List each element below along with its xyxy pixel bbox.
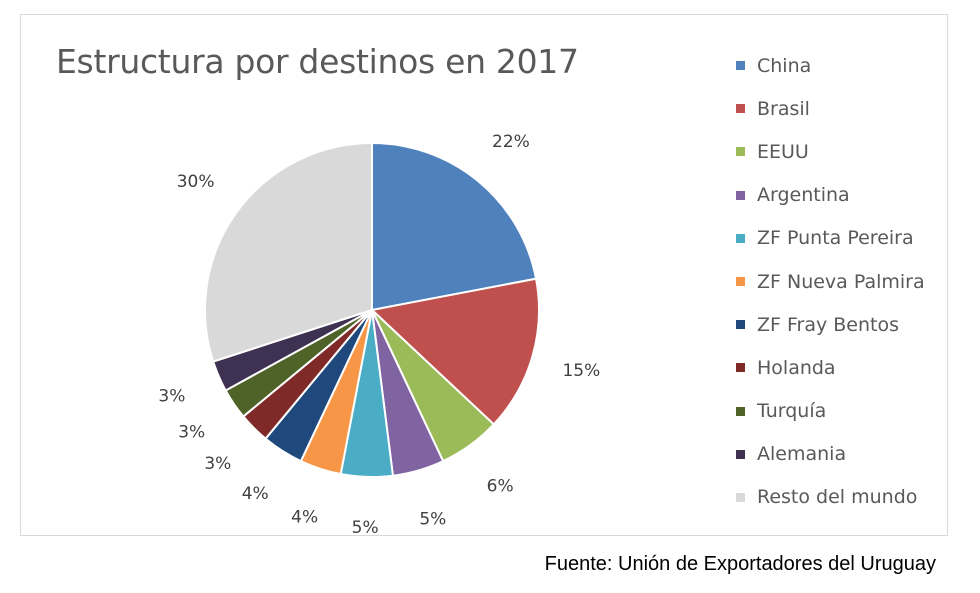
pie-label-turqu-a: 3% <box>178 423 205 443</box>
legend-item-alemania: Alemania <box>736 433 925 476</box>
legend-item-china: China <box>736 44 925 87</box>
legend-item-eeuu: EEUU <box>736 130 925 173</box>
pie-label-china: 22% <box>492 132 530 152</box>
legend-swatch <box>736 147 745 157</box>
legend-swatch <box>736 406 745 416</box>
legend-swatch <box>736 104 745 114</box>
pie-label-eeuu: 6% <box>487 476 514 496</box>
pie-label-holanda: 3% <box>204 454 231 474</box>
pie-slice-brasil <box>369 277 540 426</box>
pie-labels: 22% 15% 6% 5% 5% 4% 4% 3% 3% 3% 30% <box>158 132 600 538</box>
legend-item-brasil: Brasil <box>736 87 925 130</box>
pie-label-zf-punta-pereira: 5% <box>352 518 379 538</box>
legend-label: ZF Punta Pereira <box>757 227 914 250</box>
legend-label: ZF Nueva Palmira <box>757 270 925 293</box>
legend-label: Resto del mundo <box>757 486 918 509</box>
chart-title: Estructura por destinos en 2017 <box>56 42 579 81</box>
legend-item-zf-punta-pereira: ZF Punta Pereira <box>736 217 925 260</box>
legend-label: Brasil <box>757 97 810 120</box>
legend-swatch <box>736 277 745 287</box>
legend-label: EEUU <box>757 140 809 163</box>
pie-label-alemania: 3% <box>158 387 185 407</box>
legend-swatch <box>736 61 745 71</box>
legend-item-holanda: Holanda <box>736 346 925 389</box>
legend-item-resto-del-mundo: Resto del mundo <box>736 476 925 519</box>
chart-legend: China Brasil EEUU Argentina ZF Punta Pereira… <box>736 44 925 519</box>
legend-swatch <box>736 492 745 502</box>
legend-label: Alemania <box>757 443 847 466</box>
pie-label-brasil: 15% <box>562 361 600 381</box>
pie-label-zf-nueva-palmira: 4% <box>291 507 318 527</box>
legend-swatch <box>736 363 745 373</box>
legend-item-zf-fray-bentos: ZF Fray Bentos <box>736 303 925 346</box>
legend-label: Turquía <box>757 400 827 423</box>
pie-slice-china <box>371 141 538 312</box>
legend-label: China <box>757 54 812 77</box>
legend-item-argentina: Argentina <box>736 174 925 217</box>
legend-label: ZF Fray Bentos <box>757 313 900 336</box>
legend-swatch <box>736 320 745 330</box>
legend-swatch <box>736 449 745 459</box>
source-note: Fuente: Unión de Exportadores del Urugua… <box>544 553 936 575</box>
pie-label-argentina: 5% <box>419 509 446 529</box>
pie-slices <box>204 141 540 478</box>
legend-item-zf-nueva-palmira: ZF Nueva Palmira <box>736 260 925 303</box>
legend-item-turqu-a: Turquía <box>736 390 925 433</box>
legend-swatch <box>736 190 745 200</box>
pie-slice-resto-del-mundo <box>204 141 373 363</box>
legend-label: Holanda <box>757 356 836 379</box>
pie-label-zf-fray-bentos: 4% <box>242 484 269 504</box>
legend-label: Argentina <box>757 184 850 207</box>
pie-label-resto-del-mundo: 30% <box>177 172 215 192</box>
legend-swatch <box>736 233 745 243</box>
